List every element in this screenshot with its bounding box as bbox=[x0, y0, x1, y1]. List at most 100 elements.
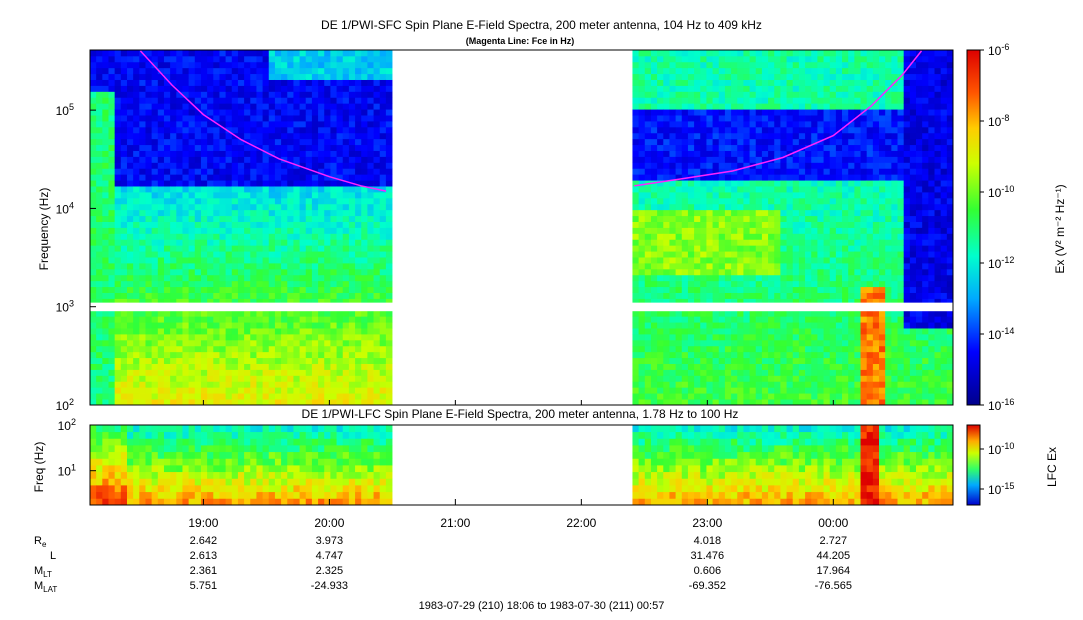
sfc-cell bbox=[151, 280, 159, 288]
sfc-cell bbox=[102, 233, 109, 240]
sfc-cell bbox=[718, 67, 726, 75]
sfc-cell bbox=[755, 316, 763, 323]
sfc-cell bbox=[188, 375, 196, 382]
sfc-cell bbox=[287, 215, 294, 222]
sfc-cell bbox=[731, 292, 738, 299]
sfc-cell bbox=[706, 345, 713, 353]
sfc-cell bbox=[157, 268, 165, 276]
sfc-cell bbox=[262, 292, 270, 299]
sfc-cell bbox=[139, 286, 146, 293]
sfc-cell bbox=[367, 85, 374, 92]
sfc-cell bbox=[250, 150, 257, 157]
sfc-cell bbox=[681, 292, 689, 299]
sfc-cell bbox=[219, 381, 227, 388]
sfc-cell bbox=[342, 61, 350, 69]
sfc-cell bbox=[718, 203, 726, 211]
sfc-cell bbox=[176, 79, 183, 86]
sfc-cell bbox=[761, 251, 769, 258]
sfc-cell bbox=[675, 351, 683, 359]
sfc-cell bbox=[835, 138, 843, 146]
sfc-cell bbox=[293, 363, 300, 370]
sfc-cell bbox=[330, 109, 337, 116]
sfc-cell bbox=[262, 268, 270, 276]
sfc-cell bbox=[681, 298, 689, 305]
sfc-cell bbox=[299, 132, 307, 140]
sfc-cell bbox=[638, 357, 646, 364]
sfc-cell bbox=[805, 138, 812, 146]
sfc-cell bbox=[170, 61, 177, 69]
sfc-cell bbox=[706, 50, 713, 57]
sfc-cell bbox=[237, 180, 245, 187]
sfc-cell bbox=[102, 197, 109, 205]
sfc-cell bbox=[151, 328, 159, 335]
sfc-cell bbox=[120, 245, 128, 252]
sfc-cell bbox=[274, 339, 282, 347]
sfc-cell bbox=[780, 209, 787, 217]
sfc-cell bbox=[792, 192, 800, 199]
sfc-cell bbox=[724, 268, 732, 276]
sfc-cell bbox=[219, 192, 227, 199]
sfc-cell bbox=[737, 221, 744, 228]
sfc-cell bbox=[780, 292, 787, 299]
sfc-cell bbox=[774, 215, 781, 222]
sfc-cell bbox=[805, 67, 812, 75]
sfc-cell bbox=[330, 245, 337, 252]
sfc-cell bbox=[120, 239, 128, 246]
sfc-cell bbox=[170, 268, 177, 276]
sfc-cell bbox=[268, 274, 276, 282]
sfc-cell bbox=[96, 138, 103, 146]
sfc-cell bbox=[829, 245, 837, 252]
sfc-cell bbox=[90, 286, 97, 293]
sfc-cell bbox=[336, 162, 344, 169]
sfc-cell bbox=[786, 298, 794, 305]
sfc-cell bbox=[367, 73, 374, 80]
sfc-cell bbox=[176, 126, 183, 134]
sfc-cell bbox=[318, 85, 325, 92]
sfc-cell bbox=[114, 369, 122, 376]
sfc-cell bbox=[817, 257, 824, 264]
sfc-cell bbox=[681, 97, 689, 104]
sfc-cell bbox=[225, 73, 233, 80]
sfc-cell bbox=[120, 168, 128, 175]
sfc-cell bbox=[299, 280, 307, 288]
sfc-cell bbox=[188, 132, 196, 140]
sfc-cell bbox=[367, 257, 374, 264]
sfc-cell bbox=[718, 363, 726, 370]
sfc-cell bbox=[768, 61, 775, 69]
sfc-cell bbox=[355, 144, 362, 151]
sfc-cell bbox=[342, 138, 350, 146]
sfc-cell bbox=[114, 79, 122, 86]
sfc-cell bbox=[231, 215, 239, 222]
sfc-cell bbox=[712, 103, 720, 110]
sfc-cell bbox=[780, 227, 787, 234]
sfc-cell bbox=[200, 115, 208, 122]
sfc-cell bbox=[361, 138, 368, 146]
sfc-cell bbox=[299, 215, 307, 222]
sfc-cell bbox=[219, 375, 227, 382]
sfc-cell bbox=[250, 109, 257, 116]
sfc-cell bbox=[256, 387, 263, 394]
sfc-cell bbox=[318, 61, 325, 69]
sfc-cell bbox=[200, 351, 208, 359]
sfc-cell bbox=[749, 192, 757, 199]
sfc-cell bbox=[761, 174, 769, 181]
sfc-cell bbox=[145, 351, 153, 359]
sfc-cell bbox=[718, 55, 726, 63]
sfc-cell bbox=[385, 268, 393, 276]
sfc-cell bbox=[299, 363, 307, 370]
sfc-cell bbox=[811, 67, 818, 75]
sfc-cell bbox=[318, 215, 325, 222]
sfc-cell bbox=[650, 174, 658, 181]
sfc-cell bbox=[274, 162, 282, 169]
sfc-cell bbox=[768, 91, 775, 98]
sfc-cell bbox=[102, 363, 109, 370]
sfc-cell bbox=[182, 79, 190, 86]
sfc-cell bbox=[293, 115, 300, 122]
sfc-cell bbox=[120, 132, 128, 140]
sfc-cell bbox=[96, 132, 103, 140]
sfc-cell bbox=[675, 162, 683, 169]
sfc-cell bbox=[367, 150, 374, 157]
sfc-cell bbox=[207, 280, 214, 288]
sfc-cell bbox=[281, 381, 288, 388]
sfc-cell bbox=[244, 174, 251, 181]
